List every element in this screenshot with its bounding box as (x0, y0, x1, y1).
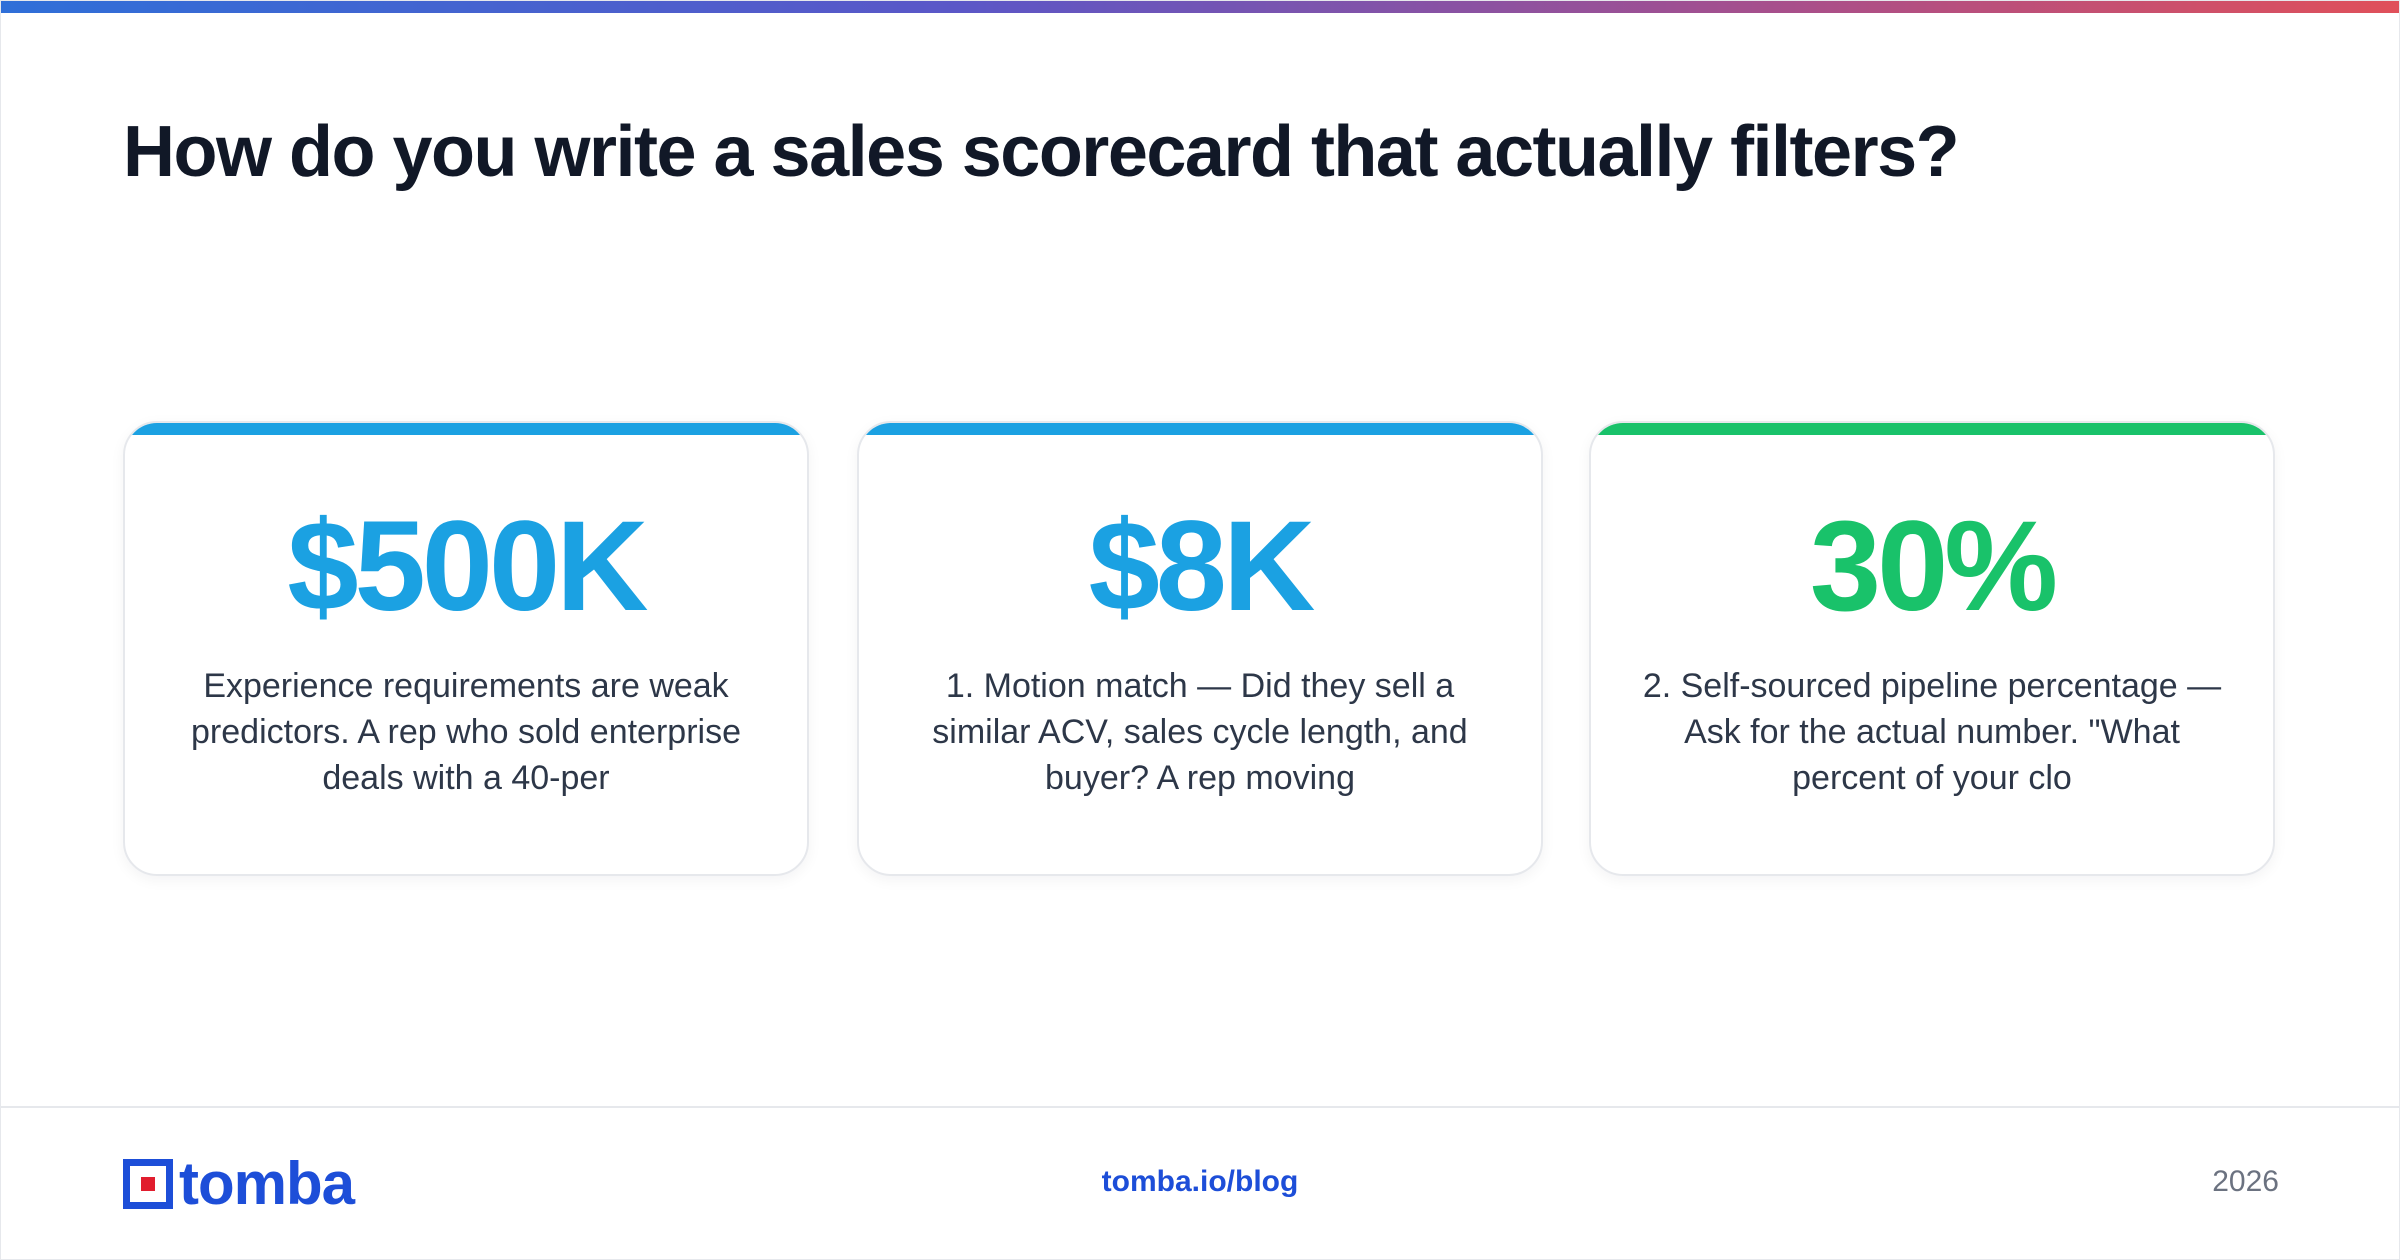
card-accent-bar (859, 423, 1541, 435)
tomba-logo-icon (123, 1159, 173, 1209)
footer-divider (1, 1106, 2399, 1108)
logo-wordmark: tomba (179, 1150, 355, 1217)
logo-mark-square (141, 1177, 155, 1191)
stat-description: 2. Self-sourced pipeline percentage — As… (1642, 667, 2222, 797)
top-gradient-bar (1, 1, 2399, 13)
blog-link[interactable]: tomba.io/blog (1101, 1165, 1299, 1198)
page-title: How do you write a sales scorecard that … (123, 112, 1960, 192)
stat-cards: $500K Experience requirements are weak p… (123, 421, 2279, 876)
footer-year: 2026 (2212, 1165, 2279, 1198)
stat-description: 1. Motion match — Did they sell a simila… (932, 667, 1468, 797)
stat-value: 30% (1809, 495, 2058, 638)
card-accent-bar (1591, 423, 2273, 435)
stat-card-3: 30% 2. Self-sourced pipeline percentage … (1589, 421, 2275, 876)
stat-value: $8K (1088, 495, 1316, 638)
stat-description: Experience requirements are weak predict… (191, 667, 741, 797)
stat-card-1: $500K Experience requirements are weak p… (123, 421, 809, 876)
stat-card-2: $8K 1. Motion match — Did they sell a si… (857, 421, 1543, 876)
tomba-logo[interactable]: tomba (123, 1150, 355, 1217)
card-accent-bar (125, 423, 807, 435)
stat-value: $500K (287, 495, 648, 638)
